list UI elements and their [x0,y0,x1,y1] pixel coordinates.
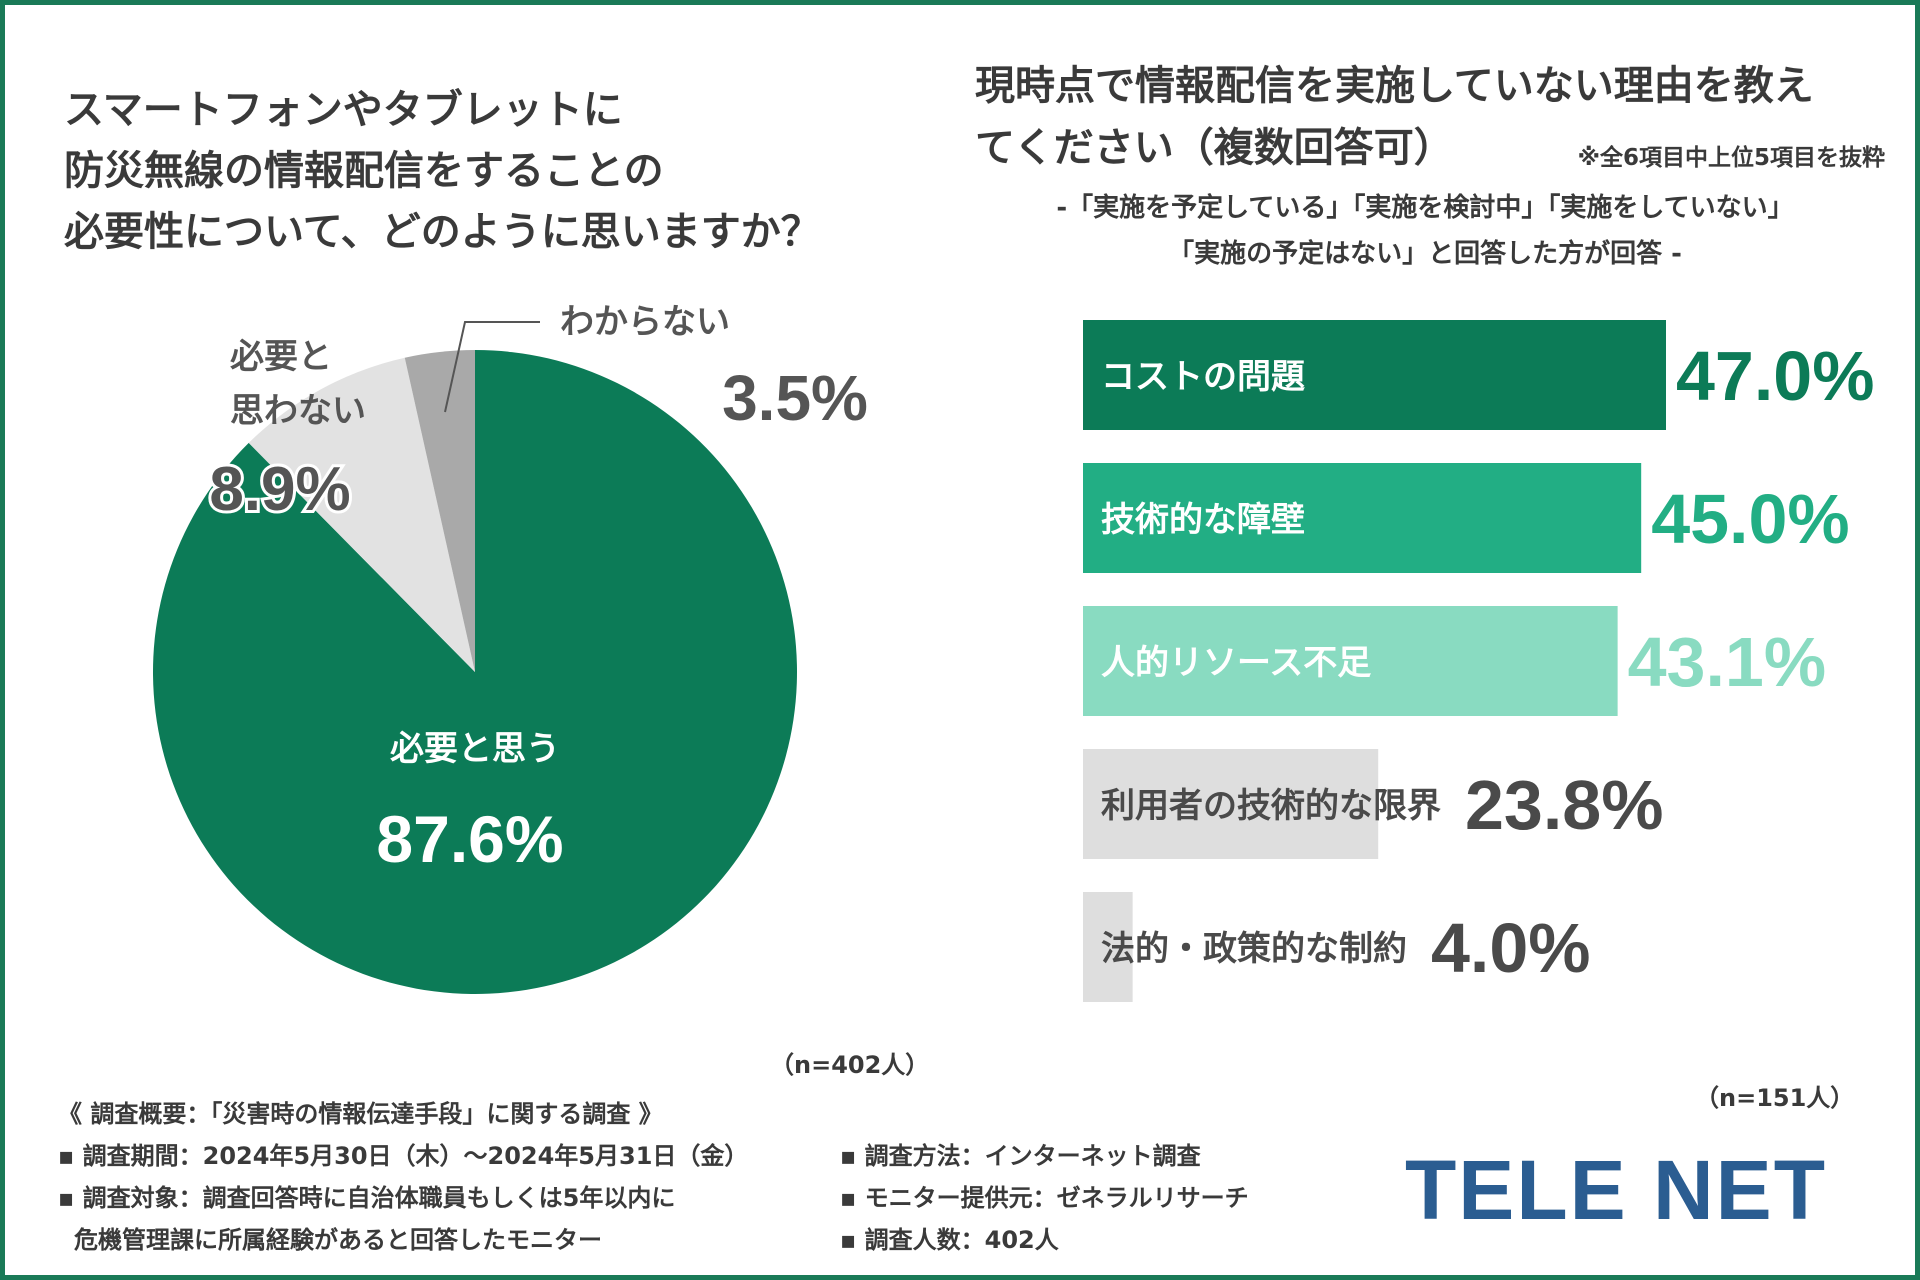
bar-title-line-1: 現時点で情報配信を実施していない理由を教え [975,63,1814,109]
bar-title-note: ※全6項目中上位5項目を抜粋 [1577,145,1885,171]
pie-question-title: スマートフォンやタブレットに 防災無線の情報配信をすることの 必要性について、ど… [64,80,924,263]
bar-3 [1083,749,1379,859]
bar-4 [1083,892,1133,1002]
bar-value-3: 23.8% [1465,766,1663,844]
bar-value-1: 45.0% [1651,480,1849,558]
bar-value-2: 43.1% [1628,623,1826,701]
pie-label-need: 必要と思う [390,729,560,769]
pie-title-line-3: 必要性について、どのように思いますか？ [64,209,821,255]
bar-value-4: 4.0% [1431,909,1591,987]
summary-target-2: 危機管理課に所属経験があると回答したモニター [74,1226,602,1254]
bar-subtitle-line-1: -「実施を予定している」「実施を検討中」「実施をしていない」 [1056,193,1794,223]
pie-label-not-need-line-1: 必要と [230,337,332,377]
summary-title: 《 調査概要：「災害時の情報伝達手段」に関する調査 》 [58,1100,663,1128]
bar-label-1: 技術的な障壁 [1101,500,1305,540]
bar-chart: コストの問題 47.0% 技術的な障壁 45.0% 人的リソース不足 43.1% 利用者の技… [1083,320,1874,1002]
bar-label-4: 法的・政策的な制約 [1101,929,1407,969]
summary-period: ▪ 調査期間：2024年5月30日（木）～2024年5月31日（金） [58,1142,749,1170]
pie-slice-0 [152,350,798,995]
bar-1 [1083,463,1642,573]
bar-sample-size: （n=151人） [1695,1084,1855,1112]
pie-slice-1 [248,357,475,672]
pie-title-line-2: 防災無線の情報配信をすることの [64,148,664,194]
pie-title-line-1: スマートフォンやタブレットに [64,87,623,133]
bar-value-0: 47.0% [1676,337,1874,415]
bar-label-2: 人的リソース不足 [1101,643,1371,683]
pie-value-not-need: 8.9% [209,455,350,524]
survey-method-block: ▪ 調査方法：インターネット調査 ▪ モニター提供元：ゼネラルリサーチ ▪ 調査… [840,1135,1249,1261]
pie-value-unknown: 3.5% [722,362,868,434]
pie-sample-size: （n=402人） [770,1051,930,1079]
bar-2 [1083,606,1618,716]
bar-label-3: 利用者の技術的な限界 [1101,786,1441,826]
telenet-logo: TELE NET [1405,1143,1828,1237]
bar-title-line-2: てください（複数回答可） [975,125,1454,171]
pie-leader-line [444,321,540,413]
pie-label-unknown: わからない [560,302,730,342]
pie-slice-2 [404,350,475,672]
bar-subtitle-line-2: 「実施の予定はない」と回答した方が回答 - [1168,239,1682,269]
summary-provider: ▪ モニター提供元：ゼネラルリサーチ [840,1184,1249,1212]
bar-0 [1083,320,1666,430]
bar-subtitle: -「実施を予定している」「実施を検討中」「実施をしていない」 「実施の予定はない… [975,185,1875,277]
summary-target-1: ▪ 調査対象：調査回答時に自治体職員もしくは5年以内に [58,1184,676,1212]
bar-label-0: コストの問題 [1101,357,1305,397]
bar-question-title: 現時点で情報配信を実施していない理由を教え てください（複数回答可） ※全6項目… [975,55,1895,179]
summary-method: ▪ 調査方法：インターネット調査 [840,1142,1201,1170]
survey-summary: 《 調査概要：「災害時の情報伝達手段」に関する調査 》 ▪ 調査期間：2024年… [58,1093,748,1261]
summary-count: ▪ 調査人数：402人 [840,1226,1059,1254]
pie-label-not-need-line-2: 思わない [230,391,366,431]
pie-value-need: 87.6% [376,802,563,876]
